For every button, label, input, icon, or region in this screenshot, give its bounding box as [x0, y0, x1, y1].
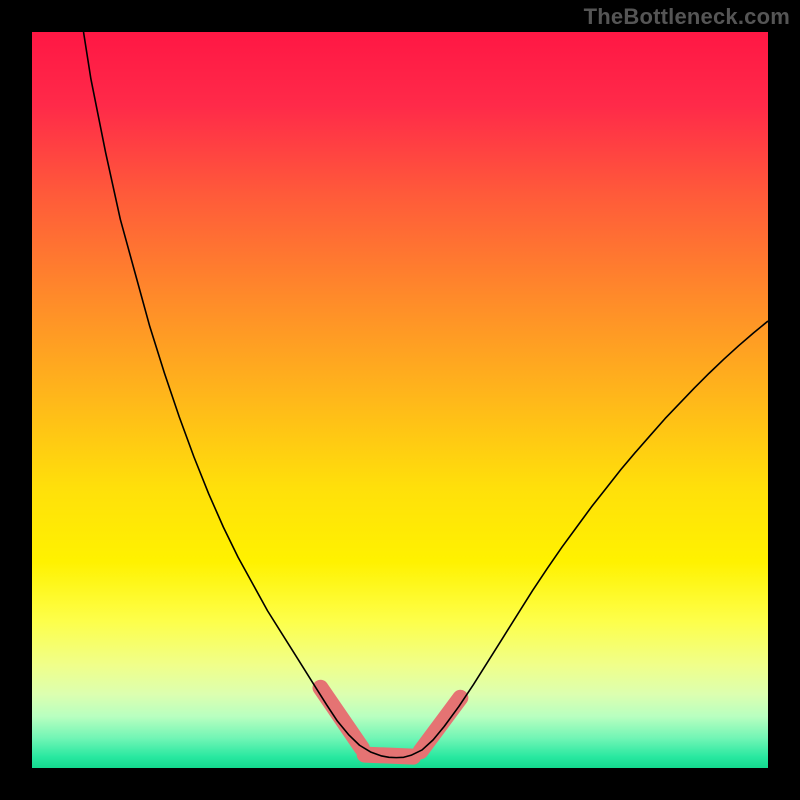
curve-layer: [32, 32, 768, 768]
chart-canvas: TheBottleneck.com: [0, 0, 800, 800]
bottleneck-curve: [84, 32, 768, 758]
plot-area: [32, 32, 768, 768]
watermark-text: TheBottleneck.com: [584, 4, 790, 30]
